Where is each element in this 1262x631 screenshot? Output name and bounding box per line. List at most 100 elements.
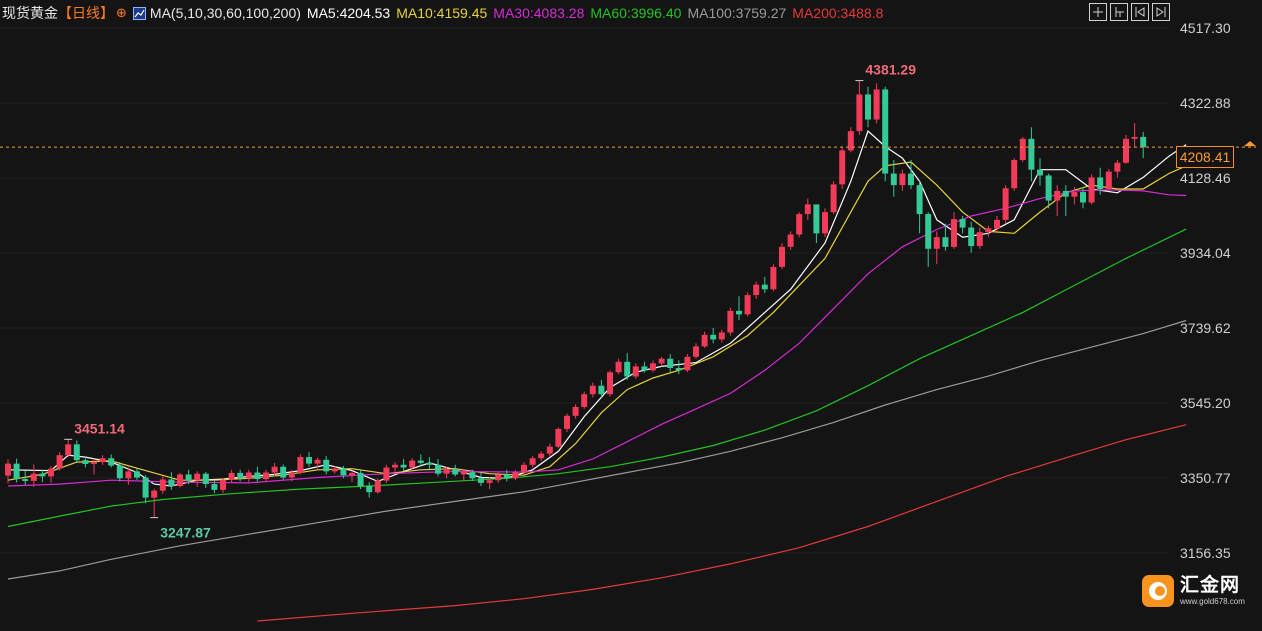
ma-params-label[interactable]: MA(5,10,30,60,100,200) bbox=[149, 5, 301, 21]
candle-body bbox=[529, 458, 536, 465]
candle bbox=[340, 465, 347, 479]
candle-body bbox=[1131, 136, 1138, 139]
candle bbox=[1028, 127, 1035, 182]
candle-body bbox=[1011, 160, 1018, 189]
candle bbox=[847, 127, 854, 153]
candle bbox=[667, 354, 674, 373]
candle bbox=[185, 469, 192, 485]
candle bbox=[39, 469, 46, 483]
candle-body bbox=[417, 460, 424, 463]
ma-line-ma60 bbox=[7, 228, 1187, 528]
circle-plus-icon[interactable]: ⊕ bbox=[116, 5, 127, 20]
candle-body bbox=[194, 473, 201, 481]
candle bbox=[684, 354, 691, 373]
candle bbox=[5, 459, 11, 484]
candle-body bbox=[718, 332, 725, 340]
candle-body bbox=[56, 455, 63, 469]
candle bbox=[529, 455, 536, 468]
candle-body bbox=[744, 295, 751, 315]
candle bbox=[1071, 187, 1078, 205]
candle bbox=[607, 370, 613, 397]
candle-body bbox=[1028, 138, 1035, 170]
candle bbox=[220, 478, 226, 493]
candle-body bbox=[73, 444, 80, 461]
candle bbox=[125, 467, 132, 485]
candle bbox=[839, 146, 846, 189]
candle bbox=[1131, 123, 1138, 147]
candle-body bbox=[1054, 190, 1061, 201]
candle-body bbox=[632, 366, 639, 377]
candle bbox=[1037, 158, 1043, 186]
candle bbox=[822, 208, 828, 238]
current-price-arrow-icon bbox=[1244, 141, 1256, 147]
chart-settings-icon[interactable] bbox=[132, 6, 146, 20]
period-selector[interactable]: 【日线】 bbox=[58, 5, 114, 21]
candle-body bbox=[99, 458, 106, 463]
ma-line-ma100 bbox=[7, 319, 1187, 580]
y-tick-label: 3350.77 bbox=[1180, 470, 1231, 486]
candle bbox=[1019, 136, 1026, 162]
candle bbox=[908, 160, 914, 189]
candle-body bbox=[323, 459, 330, 472]
logo-name: 汇金网 bbox=[1180, 575, 1241, 596]
candle bbox=[581, 391, 588, 409]
candle bbox=[1045, 173, 1052, 209]
candle bbox=[882, 86, 889, 182]
candle bbox=[409, 458, 416, 470]
ma200-value: MA200:3488.8 bbox=[792, 5, 884, 21]
candle bbox=[1062, 185, 1069, 216]
price-axis: 4517.30 4322.88 4128.46 3934.04 3739.62 3545.… bbox=[1180, 20, 1231, 561]
candle-body bbox=[572, 406, 579, 416]
step-forward-icon[interactable] bbox=[1152, 3, 1170, 21]
candle bbox=[968, 221, 975, 253]
candle bbox=[916, 181, 923, 234]
candle bbox=[994, 215, 1000, 234]
candle bbox=[392, 462, 398, 473]
candle-body bbox=[847, 131, 854, 151]
candle bbox=[830, 181, 837, 215]
candle bbox=[796, 212, 803, 238]
candle-body bbox=[933, 237, 940, 249]
candle bbox=[443, 466, 450, 479]
candle bbox=[469, 469, 476, 482]
candle-body bbox=[349, 472, 355, 476]
chart-header: 现货黄金 【日线】 ⊕ MA(5,10,30,60,100,200) MA5:4… bbox=[2, 3, 889, 23]
candle-body bbox=[168, 479, 175, 487]
candle bbox=[349, 470, 355, 483]
candle bbox=[202, 472, 209, 488]
candle bbox=[1054, 185, 1061, 216]
candle-body bbox=[159, 479, 166, 491]
candle-body bbox=[650, 363, 656, 371]
candle-body bbox=[400, 464, 407, 468]
layout-icon[interactable] bbox=[1110, 3, 1128, 21]
step-back-icon[interactable] bbox=[1131, 3, 1149, 21]
candle bbox=[486, 477, 493, 490]
ma30-value: MA30:4083.28 bbox=[493, 5, 585, 21]
candle-body bbox=[761, 284, 768, 290]
candle-body bbox=[271, 466, 278, 473]
ma100-value: MA100:3759.27 bbox=[687, 5, 787, 21]
candle bbox=[13, 458, 20, 483]
price-annotations: 4381.29 3451.14 3247.87 bbox=[64, 62, 916, 541]
candle-body bbox=[555, 428, 562, 447]
candle-body bbox=[641, 366, 648, 371]
candle bbox=[108, 454, 115, 468]
candle-body bbox=[899, 173, 906, 186]
crosshair-icon[interactable] bbox=[1089, 3, 1107, 21]
candle bbox=[1002, 185, 1009, 224]
candle-body bbox=[865, 94, 871, 120]
candle-body bbox=[22, 479, 29, 482]
candle-body bbox=[994, 219, 1000, 229]
candle-body bbox=[314, 459, 321, 464]
logo-url: www.gold678.com bbox=[1180, 597, 1245, 606]
candle-body bbox=[1123, 138, 1129, 163]
candle bbox=[263, 469, 269, 483]
candle bbox=[710, 327, 717, 344]
candle-body bbox=[976, 232, 983, 247]
candle bbox=[615, 358, 622, 375]
candle-body bbox=[374, 480, 381, 493]
candle bbox=[985, 225, 992, 238]
candle bbox=[658, 356, 665, 367]
candle-body bbox=[340, 468, 347, 476]
